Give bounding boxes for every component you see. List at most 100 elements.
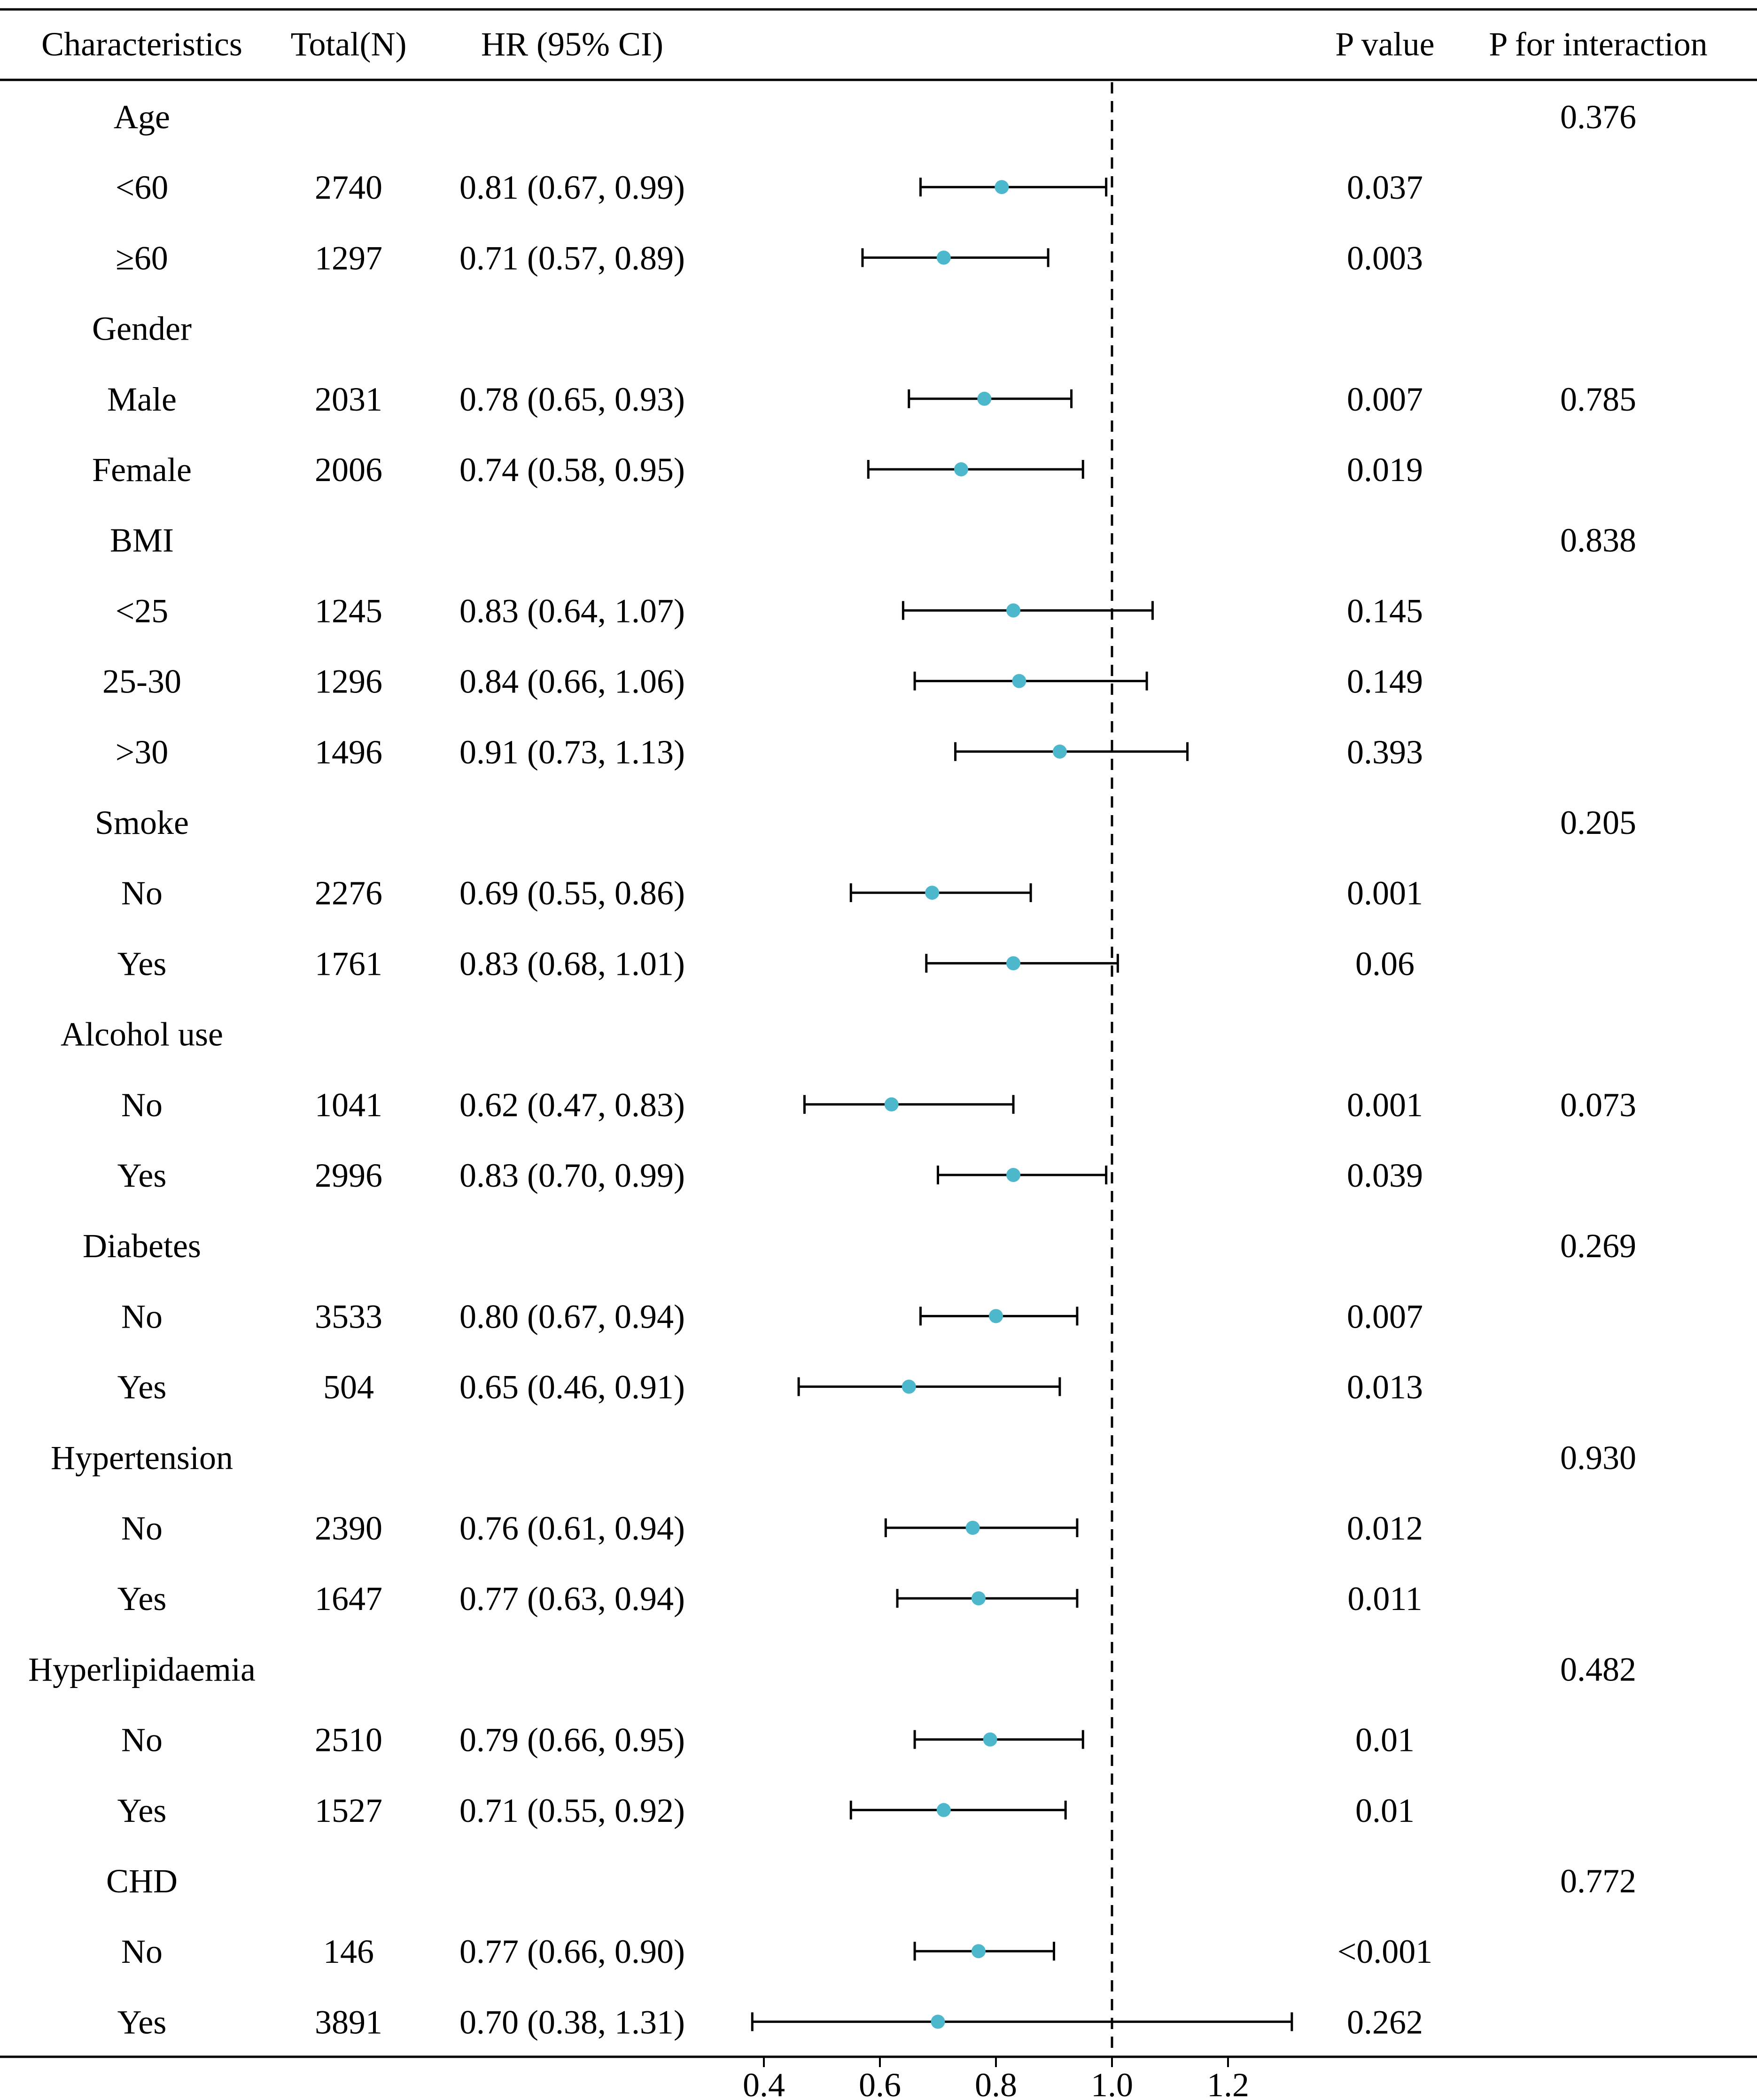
subgroup-row: Yes 1527 0.71 (0.55, 0.92) 0.01 xyxy=(117,1792,1415,1829)
subgroup-label: ≥60 xyxy=(116,239,168,277)
subgroup-row: Yes 3891 0.70 (0.38, 1.31) 0.262 xyxy=(117,2003,1423,2041)
total-n-value: 1647 xyxy=(315,1580,382,1618)
subgroup-row: No 3533 0.80 (0.67, 0.94) 0.007 xyxy=(121,1298,1423,1335)
group-row: BMI 0.838 xyxy=(110,521,1636,559)
hr-ci-text: 0.78 (0.65, 0.93) xyxy=(459,381,685,418)
total-n-value: 2031 xyxy=(315,381,382,418)
total-n-value: 3533 xyxy=(315,1298,382,1335)
p-interaction-value: 0.482 xyxy=(1560,1650,1636,1688)
total-n-value: 2996 xyxy=(315,1157,382,1194)
hr-point xyxy=(971,1591,986,1606)
hr-ci-text: 0.77 (0.63, 0.94) xyxy=(459,1580,685,1618)
subgroup-label: No xyxy=(121,1933,163,1970)
subgroup-row: No 1041 0.62 (0.47, 0.83) 0.001 0.073 xyxy=(121,1086,1636,1124)
hr-point xyxy=(954,462,968,476)
subgroup-row: <60 2740 0.81 (0.67, 0.99) 0.037 xyxy=(116,169,1423,206)
p-interaction-value: 0.205 xyxy=(1560,804,1636,841)
hr-ci-text: 0.76 (0.61, 0.94) xyxy=(459,1509,685,1547)
p-value: 0.01 xyxy=(1355,1721,1415,1759)
p-interaction-value: 0.785 xyxy=(1560,381,1636,418)
hr-point xyxy=(925,886,940,900)
group-row: Alcohol use xyxy=(61,1016,223,1053)
p-interaction-value: 0.269 xyxy=(1560,1227,1636,1265)
hr-ci-text: 0.84 (0.66, 1.06) xyxy=(459,663,685,700)
p-value: 0.037 xyxy=(1347,169,1423,206)
total-n-value: 1296 xyxy=(315,663,382,700)
p-interaction-value: 0.376 xyxy=(1560,98,1636,136)
p-value: 0.012 xyxy=(1347,1509,1423,1547)
table-header: Characteristics Total(N) HR (95% CI) P v… xyxy=(41,25,1708,63)
header-characteristics: Characteristics xyxy=(41,25,242,63)
hr-ci-text: 0.79 (0.66, 0.95) xyxy=(459,1721,685,1759)
group-row: Smoke 0.205 xyxy=(95,804,1636,841)
table-rules xyxy=(0,8,1757,2058)
p-value: 0.393 xyxy=(1347,733,1423,771)
hr-ci-text: 0.71 (0.57, 0.89) xyxy=(459,239,685,277)
hr-ci-text: 0.91 (0.73, 1.13) xyxy=(459,733,685,771)
subgroup-label: <25 xyxy=(116,592,169,630)
p-value: 0.011 xyxy=(1347,1580,1422,1618)
total-n-value: 2006 xyxy=(315,451,382,489)
hr-point xyxy=(1006,1168,1021,1182)
subgroup-row: ≥60 1297 0.71 (0.57, 0.89) 0.003 xyxy=(116,239,1423,277)
subgroup-label: Yes xyxy=(117,1157,167,1194)
p-value: 0.06 xyxy=(1355,945,1415,982)
subgroup-label: Yes xyxy=(117,2003,167,2041)
hr-ci-text: 0.80 (0.67, 0.94) xyxy=(459,1298,685,1335)
subgroup-label: No xyxy=(121,1721,163,1759)
total-n-value: 1041 xyxy=(315,1086,382,1124)
subgroup-row: No 2510 0.79 (0.66, 0.95) 0.01 xyxy=(121,1721,1415,1759)
hr-ci-text: 0.83 (0.64, 1.07) xyxy=(459,592,685,630)
group-row: Diabetes 0.269 xyxy=(83,1227,1636,1265)
hr-ci-text: 0.69 (0.55, 0.86) xyxy=(459,874,685,912)
subgroup-label: <60 xyxy=(116,169,169,206)
subgroup-row: Yes 1647 0.77 (0.63, 0.94) 0.011 xyxy=(117,1580,1423,1618)
hr-point xyxy=(936,250,951,265)
x-tick-label: 0.4 xyxy=(743,2066,785,2100)
subgroup-label: Yes xyxy=(117,1369,167,1406)
total-n-value: 2276 xyxy=(315,874,382,912)
hr-ci-text: 0.70 (0.38, 1.31) xyxy=(459,2003,685,2041)
subgroup-row: 25-30 1296 0.84 (0.66, 1.06) 0.149 xyxy=(102,663,1423,700)
hr-point xyxy=(983,1732,997,1747)
p-value: <0.001 xyxy=(1337,1933,1433,1970)
p-value: 0.001 xyxy=(1347,1086,1423,1124)
p-value: 0.003 xyxy=(1347,239,1423,277)
header-p-value: P value xyxy=(1335,25,1434,63)
p-value: 0.013 xyxy=(1347,1369,1423,1406)
x-tick-label: 1.2 xyxy=(1207,2066,1249,2100)
subgroup-row: No 2276 0.69 (0.55, 0.86) 0.001 xyxy=(121,874,1423,912)
p-interaction-value: 0.073 xyxy=(1560,1086,1636,1124)
hr-ci-text: 0.74 (0.58, 0.95) xyxy=(459,451,685,489)
hr-point xyxy=(1006,956,1021,971)
total-n-value: 2740 xyxy=(315,169,382,206)
p-interaction-value: 0.838 xyxy=(1560,521,1636,559)
hr-point xyxy=(1052,744,1067,759)
subgroup-label: 25-30 xyxy=(102,663,181,700)
header-p-interaction: P for interaction xyxy=(1489,25,1707,63)
total-n-value: 1496 xyxy=(315,733,382,771)
subgroup-label: No xyxy=(121,1086,163,1124)
hr-ci-text: 0.83 (0.70, 0.99) xyxy=(459,1157,685,1194)
subgroup-label: >30 xyxy=(116,733,169,771)
subgroup-label: Yes xyxy=(117,1580,167,1618)
hr-ci-text: 0.65 (0.46, 0.91) xyxy=(459,1369,685,1406)
group-label: Hypertension xyxy=(51,1439,233,1477)
group-row: Hypertension 0.930 xyxy=(51,1439,1636,1477)
group-label: Age xyxy=(114,98,170,136)
hr-ci-text: 0.83 (0.68, 1.01) xyxy=(459,945,685,982)
hr-ci-text: 0.81 (0.67, 0.99) xyxy=(459,169,685,206)
p-value: 0.019 xyxy=(1347,451,1423,489)
subgroup-row: Yes 1761 0.83 (0.68, 1.01) 0.06 xyxy=(117,945,1415,982)
subgroup-row: No 2390 0.76 (0.61, 0.94) 0.012 xyxy=(121,1509,1423,1547)
hr-point xyxy=(1006,603,1021,618)
hr-ci-text: 0.71 (0.55, 0.92) xyxy=(459,1792,685,1829)
subgroup-label: No xyxy=(121,1509,163,1547)
hr-point xyxy=(971,1944,986,1959)
hr-point xyxy=(989,1309,1003,1323)
hr-point xyxy=(902,1379,916,1394)
hr-point xyxy=(884,1097,899,1112)
group-label: Hyperlipidaemia xyxy=(28,1650,256,1688)
total-n-value: 1297 xyxy=(315,239,382,277)
